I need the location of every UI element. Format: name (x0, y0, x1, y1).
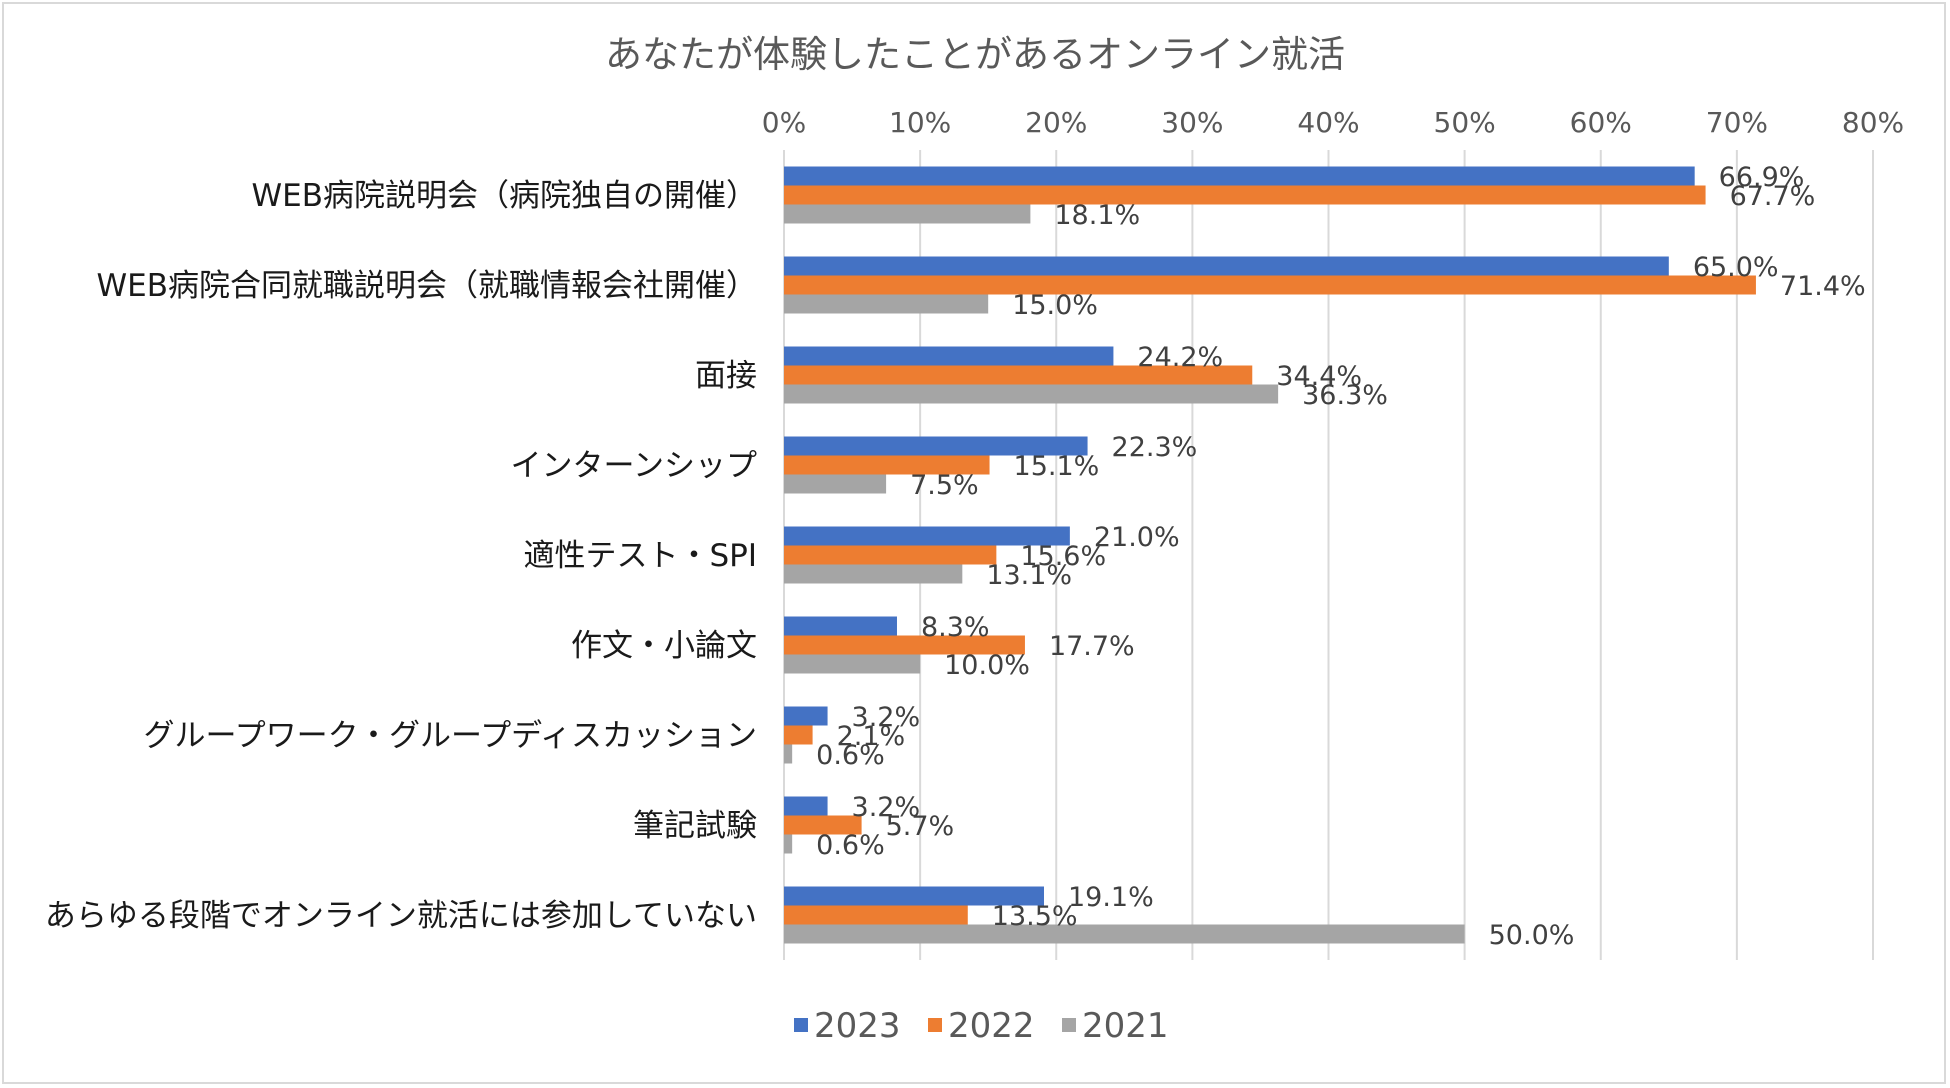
category-label: 適性テスト・SPI (523, 538, 757, 574)
data-label: 50.0% (1489, 920, 1575, 951)
legend-label: 2022 (948, 1006, 1035, 1046)
bar-2021 (784, 654, 921, 674)
legend-swatch-2023 (794, 1018, 808, 1032)
x-tick-label: 30% (1161, 106, 1223, 139)
bar-2023 (784, 706, 828, 726)
data-label: 0.6% (816, 830, 885, 861)
data-label: 15.6% (1020, 541, 1106, 572)
data-label: 10.0% (944, 650, 1030, 681)
category-label: 筆記試験 (633, 808, 757, 844)
data-label: 7.5% (910, 470, 979, 501)
bar-2022 (784, 635, 1025, 655)
bar-2022 (784, 545, 997, 565)
bar-2022 (784, 365, 1253, 385)
bar-2021 (784, 294, 989, 314)
data-label: 17.7% (1049, 631, 1135, 662)
legend-label: 2023 (814, 1006, 901, 1046)
legend-swatch-2022 (928, 1018, 942, 1032)
x-tick-label: 50% (1434, 106, 1496, 139)
legend: 2023 2022 2021 (794, 1006, 1169, 1046)
data-label: 18.1% (1054, 200, 1140, 231)
data-label: 66.9% (1719, 162, 1805, 193)
bar-2021 (784, 564, 963, 584)
category-label: WEB病院合同就職説明会（就職情報会社開催） (96, 268, 757, 304)
x-tick-label: 10% (889, 106, 951, 139)
data-label: 21.0% (1094, 522, 1180, 553)
bar-2023 (784, 796, 828, 816)
bar-2023 (784, 256, 1669, 276)
bar-2022 (784, 275, 1756, 295)
bar-2023 (784, 526, 1070, 546)
data-label: 15.0% (1012, 290, 1098, 321)
bar-2021 (784, 474, 887, 494)
data-label: 71.4% (1780, 271, 1866, 302)
bar-2022 (784, 815, 862, 835)
bar-2022 (784, 185, 1706, 205)
bar-2022 (784, 905, 968, 925)
bar-2023 (784, 166, 1695, 186)
x-tick-label: 0% (762, 106, 806, 139)
data-label: 22.3% (1112, 432, 1198, 463)
data-label: 3.2% (852, 702, 921, 733)
data-label: 2.1% (837, 721, 906, 752)
x-tick-label: 80% (1842, 106, 1904, 139)
data-label: 13.5% (992, 901, 1078, 932)
data-label: 67.7% (1730, 181, 1816, 212)
bar-2021 (784, 384, 1279, 404)
category-label: 作文・小論文 (571, 628, 757, 664)
bar-2021 (784, 834, 793, 854)
x-tick-label: 40% (1297, 106, 1359, 139)
bar-2023 (784, 436, 1088, 456)
bar-2023 (784, 616, 897, 636)
data-label: 3.2% (852, 792, 921, 823)
data-label: 34.4% (1276, 361, 1362, 392)
data-label: 19.1% (1068, 882, 1154, 913)
bar-2021 (784, 924, 1465, 944)
data-label: 15.1% (1014, 451, 1100, 482)
category-label: インターンシップ (511, 448, 757, 484)
legend-label: 2021 (1082, 1006, 1169, 1046)
bar-2021 (784, 744, 793, 764)
category-label: 面接 (695, 358, 757, 394)
data-label: 65.0% (1693, 252, 1779, 283)
data-label: 13.1% (986, 560, 1072, 591)
data-label: 5.7% (886, 811, 955, 842)
legend-swatch-2021 (1062, 1018, 1076, 1032)
category-label: WEB病院説明会（病院独自の開催） (251, 178, 757, 214)
x-tick-label: 70% (1706, 106, 1768, 139)
data-label: 0.6% (816, 740, 885, 771)
data-label: 8.3% (921, 612, 990, 643)
bar-2023 (784, 886, 1044, 906)
x-tick-label: 60% (1570, 106, 1632, 139)
category-label: グループワーク・グループディスカッション (144, 718, 758, 754)
bar-2023 (784, 346, 1114, 366)
category-label: あらゆる段階でオンライン就活には参加していない (45, 898, 757, 934)
category-labels: WEB病院説明会（病院独自の開催） WEB病院合同就職説明会（就職情報会社開催） 面… (45, 178, 757, 934)
x-axis-ticks: 0% 10% 20% 30% 40% 50% 60% 70% 80% (762, 106, 1904, 139)
bar-2021 (784, 204, 1031, 224)
data-labels: 66.9%67.7% 18.1% 65.0%71.4% 15.0% 24.2% 34.4%… (816, 162, 1866, 951)
chart-title: あなたが体験したことがあるオンライン就活 (605, 33, 1345, 76)
bar-2022 (784, 725, 813, 745)
data-label: 36.3% (1302, 380, 1388, 411)
data-label: 24.2% (1137, 342, 1223, 373)
bars (784, 166, 1756, 944)
bar-2022 (784, 455, 990, 475)
x-tick-label: 20% (1025, 106, 1087, 139)
